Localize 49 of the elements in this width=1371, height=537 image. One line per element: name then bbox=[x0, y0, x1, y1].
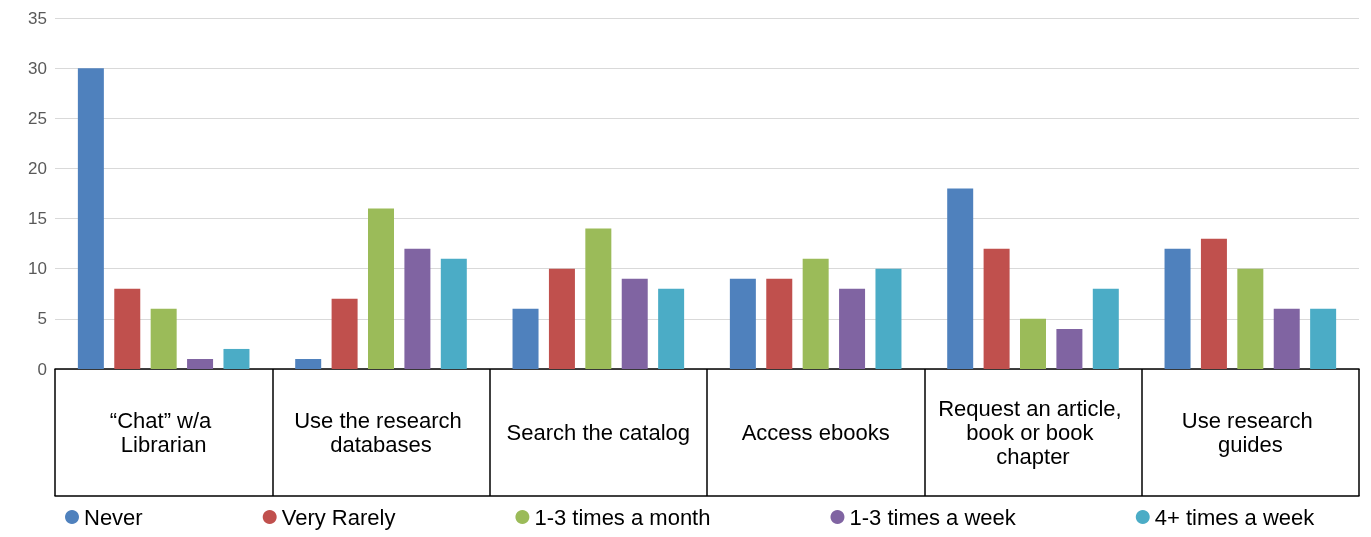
legend-label: 1-3 times a week bbox=[849, 504, 1017, 530]
y-tick-label: 0 bbox=[37, 359, 47, 379]
legend-label: 1-3 times a month bbox=[534, 504, 711, 530]
bar bbox=[658, 288, 685, 369]
y-tick-label: 30 bbox=[28, 58, 47, 78]
y-tick-label: 10 bbox=[28, 259, 47, 279]
y-tick-label: 25 bbox=[28, 108, 47, 128]
x-tick-label: Access ebooks bbox=[741, 419, 890, 445]
x-tick-label: “Chat” w/a Librarian bbox=[109, 407, 218, 457]
legend-label: 4+ times a week bbox=[1154, 504, 1316, 530]
bar bbox=[1200, 238, 1227, 369]
bar bbox=[295, 358, 322, 369]
bar bbox=[839, 288, 866, 369]
bar bbox=[368, 208, 394, 369]
legend-label: Very Rarely bbox=[281, 504, 396, 530]
y-tick-label: 15 bbox=[28, 209, 47, 229]
bar bbox=[150, 308, 177, 369]
bar bbox=[585, 228, 612, 369]
bar bbox=[1310, 308, 1337, 369]
bar bbox=[1164, 248, 1191, 369]
bar bbox=[947, 188, 974, 369]
bar bbox=[1092, 288, 1119, 369]
x-tick-label: Request an article, book or book chapter bbox=[938, 395, 1128, 469]
x-tick-label: Search the catalog bbox=[506, 419, 691, 445]
bar bbox=[223, 348, 250, 369]
y-tick-label: 35 bbox=[28, 8, 47, 28]
bar bbox=[114, 288, 141, 369]
bar bbox=[548, 268, 575, 369]
bar bbox=[802, 258, 829, 369]
bar bbox=[766, 278, 793, 369]
bar bbox=[1237, 268, 1264, 369]
y-tick-label: 5 bbox=[37, 309, 47, 329]
bar bbox=[1056, 328, 1083, 369]
bar bbox=[77, 68, 104, 369]
bar bbox=[187, 358, 214, 369]
bar bbox=[1020, 318, 1046, 369]
bar bbox=[440, 258, 467, 369]
bar bbox=[512, 308, 539, 369]
bar bbox=[983, 248, 1010, 369]
bar bbox=[729, 278, 756, 369]
legend-label: Never bbox=[84, 504, 143, 530]
x-tick-label: Use the research databases bbox=[294, 407, 468, 457]
bar bbox=[875, 268, 902, 369]
y-tick-label: 20 bbox=[28, 158, 47, 178]
x-tick-label: Use research guides bbox=[1181, 407, 1319, 457]
bar bbox=[331, 298, 358, 369]
bar bbox=[621, 278, 648, 369]
bar bbox=[1273, 308, 1300, 369]
bar bbox=[404, 248, 431, 369]
